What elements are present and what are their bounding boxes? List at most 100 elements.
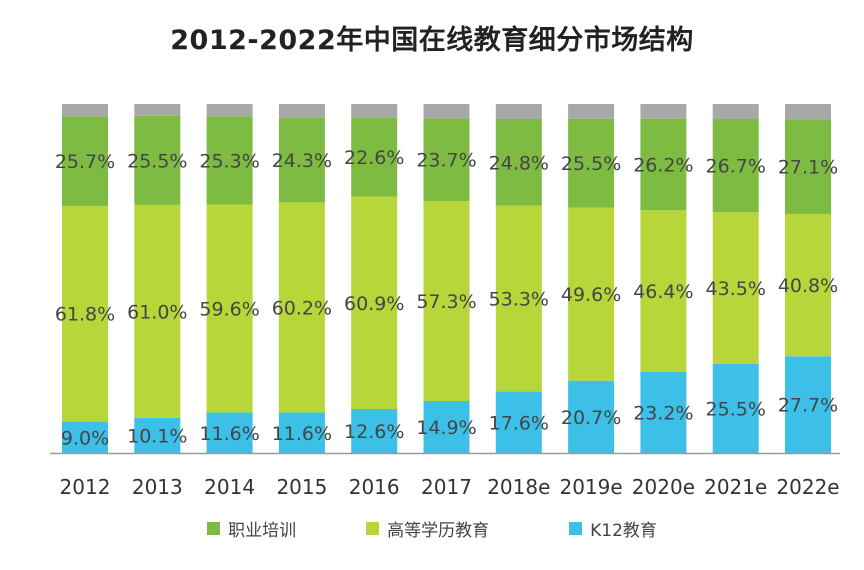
bar-segment-2019e-2	[568, 118, 615, 208]
x-tick-2012: 2012	[60, 475, 111, 499]
bar-segment-2013-other	[134, 104, 181, 116]
bar-segment-2021e-other	[712, 104, 759, 120]
chart-title: 2012-2022年中国在线教育细分市场结构	[170, 25, 694, 56]
bar-segment-2016-0	[351, 409, 398, 453]
bar-segment-2017-2	[423, 118, 470, 202]
data-label-2018e-0: 17.6%	[489, 412, 549, 434]
bar-segment-2014-other	[206, 104, 253, 117]
data-label-2020e-1: 46.4%	[633, 281, 693, 303]
x-tick-2014: 2014	[204, 475, 255, 499]
data-label-2013-0: 10.1%	[127, 425, 187, 447]
data-label-2022e-1: 40.8%	[778, 275, 838, 297]
bar-segment-2017-1	[423, 201, 470, 401]
data-label-2012-2: 25.7%	[55, 151, 115, 173]
data-label-2020e-0: 23.2%	[633, 403, 693, 425]
bar-segment-2022e-0	[785, 356, 831, 453]
data-label-2019e-2: 25.5%	[561, 153, 621, 175]
bar-segment-2018e-1	[495, 205, 542, 392]
bar-segment-2013-2	[134, 115, 181, 205]
bar-segment-2019e-other	[568, 104, 615, 119]
bar-segment-2017-0	[423, 400, 470, 453]
data-label-2022e-0: 27.7%	[778, 395, 838, 417]
data-label-2015-1: 60.2%	[272, 297, 332, 319]
x-tick-2017: 2017	[421, 475, 472, 499]
x-tick-2013: 2013	[132, 475, 183, 499]
bar-segment-2015-0	[278, 412, 325, 453]
x-tick-2021e: 2021e	[704, 475, 767, 499]
bar-segment-2015-other	[278, 104, 325, 118]
data-label-2014-1: 59.6%	[199, 299, 259, 321]
data-label-2021e-1: 43.5%	[706, 278, 766, 300]
bar-segment-2015-2	[278, 117, 325, 203]
bar-segment-2019e-0	[568, 380, 615, 453]
data-label-2015-2: 24.3%	[272, 150, 332, 172]
data-label-2012-0: 9.0%	[61, 427, 109, 449]
data-label-2016-2: 22.6%	[344, 147, 404, 169]
data-label-2018e-2: 24.8%	[489, 152, 549, 174]
bar-segment-2018e-0	[495, 391, 542, 453]
data-label-2017-1: 57.3%	[416, 291, 476, 313]
bar-segment-2018e-other	[495, 104, 542, 120]
bar-segment-2021e-0	[712, 364, 759, 453]
data-label-2015-0: 11.6%	[272, 423, 332, 445]
x-tick-2019e: 2019e	[559, 475, 622, 499]
bar-segment-2013-0	[134, 417, 181, 453]
bar-segment-2022e-1	[785, 213, 831, 357]
data-label-2017-0: 14.9%	[416, 417, 476, 439]
data-label-2016-0: 12.6%	[344, 421, 404, 443]
data-label-2014-0: 11.6%	[199, 423, 259, 445]
bar-segment-2020e-2	[640, 118, 687, 211]
legend-item-k12: K12教育	[569, 516, 657, 541]
legend-swatch-k12	[569, 522, 583, 535]
legend-label-vocational: 职业培训	[228, 521, 297, 541]
bar-segment-2014-1	[206, 204, 253, 413]
data-label-2016-1: 60.9%	[344, 293, 404, 315]
data-label-2018e-1: 53.3%	[489, 289, 549, 311]
bar-segment-2016-2	[351, 117, 398, 197]
bar-segment-2020e-other	[640, 104, 687, 119]
bar-segment-2021e-2	[712, 119, 759, 213]
data-label-2013-1: 61.0%	[127, 301, 187, 323]
x-tick-2022e: 2022e	[776, 475, 839, 499]
data-label-2012-1: 61.8%	[55, 304, 115, 326]
bar-segment-2021e-1	[712, 212, 759, 365]
data-label-2019e-1: 49.6%	[561, 284, 621, 306]
data-label-2014-2: 25.3%	[199, 150, 259, 172]
x-tick-2016: 2016	[349, 475, 400, 499]
bar-segment-2020e-1	[640, 210, 687, 373]
bar-segment-2017-other	[423, 104, 470, 119]
x-tick-2020e: 2020e	[632, 475, 695, 499]
bar-segment-2014-0	[206, 412, 253, 453]
data-label-2019e-0: 20.7%	[561, 407, 621, 429]
bar-segment-2016-other	[351, 104, 398, 118]
legend-item-vocational: 职业培训	[207, 516, 296, 541]
bar-segment-2015-1	[278, 202, 325, 413]
legend-item-higher-education: 高等学历教育	[366, 516, 489, 541]
data-label-2020e-2: 26.2%	[633, 154, 693, 176]
bar-segment-2019e-1	[568, 207, 615, 381]
legend-label-higher-education: 高等学历教育	[387, 521, 490, 541]
data-label-2021e-0: 25.5%	[706, 399, 766, 421]
legend: 职业培训 高等学历教育 K12教育	[0, 516, 864, 541]
bar-segment-2012-0	[62, 421, 108, 453]
data-label-2022e-2: 27.1%	[778, 157, 838, 179]
bar-segment-2012-other	[62, 104, 108, 117]
bar-segment-2014-2	[206, 116, 253, 205]
bar-segment-2013-1	[134, 204, 181, 418]
legend-swatch-vocational	[207, 522, 221, 535]
bar-segment-2022e-2	[785, 119, 831, 214]
bar-segment-2022e-other	[785, 104, 831, 120]
bar-segment-2016-1	[351, 196, 398, 410]
bar-segment-2020e-0	[640, 372, 687, 453]
bar-segment-2018e-2	[495, 119, 542, 206]
bar-segment-2012-1	[62, 205, 108, 422]
legend-swatch-higher-education	[366, 522, 380, 535]
x-tick-2015: 2015	[276, 475, 327, 499]
data-label-2021e-2: 26.7%	[706, 156, 766, 178]
data-label-2013-2: 25.5%	[127, 150, 187, 172]
x-tick-2018e: 2018e	[487, 475, 550, 499]
bar-segment-2012-2	[62, 116, 108, 206]
legend-label-k12: K12教育	[590, 521, 657, 541]
data-label-2017-2: 23.7%	[416, 150, 476, 172]
